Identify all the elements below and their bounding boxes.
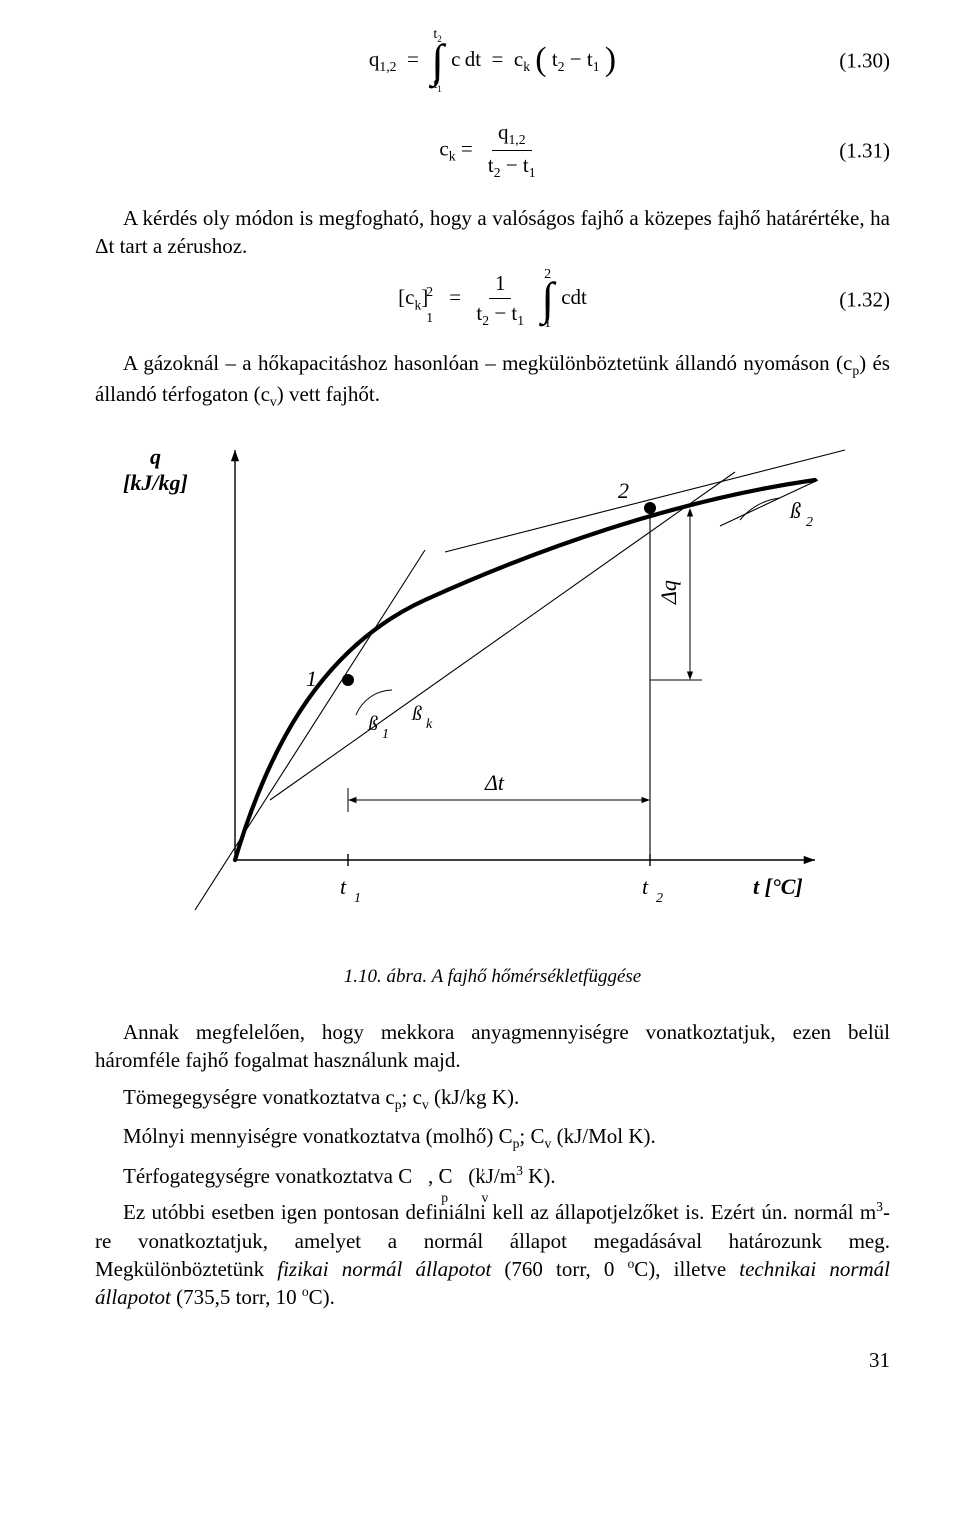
eq132-fraction: 1 t2 − t1 — [470, 271, 530, 329]
figure-svg: q[kJ/kg]12ß1ßkß2ΔtΔqt1t2t [°C] — [115, 430, 855, 940]
figure-caption: 1.10. ábra. A fajhő hőmérsékletfüggése — [95, 966, 890, 988]
svg-text:ß: ß — [789, 498, 801, 523]
svg-text:t: t — [642, 874, 649, 899]
eq132-number: (1.32) — [839, 287, 890, 312]
svg-text:1: 1 — [382, 727, 389, 742]
svg-text:1: 1 — [354, 891, 361, 906]
svg-text:Δt: Δt — [484, 770, 505, 795]
paragraph-1: A kérdés oly módon is megfogható, hogy a… — [95, 204, 890, 261]
svg-text:[kJ/kg]: [kJ/kg] — [123, 470, 188, 495]
eq130-qsub: 1,2 — [379, 59, 396, 74]
svg-text:2: 2 — [806, 515, 813, 530]
svg-text:2: 2 — [618, 478, 629, 503]
svg-text:ß: ß — [367, 713, 378, 735]
paragraph-4: Tömegegységre vonatkoztatva cp; cv (kJ/k… — [95, 1083, 890, 1115]
eq130-integral: t2 ∫ t1 — [431, 28, 444, 94]
equation-1-30: q1,2 = t2 ∫ t1 c dt = ck ( t2 − t1 ) (1.… — [95, 28, 890, 94]
svg-text:Δq: Δq — [656, 580, 681, 605]
paragraph-6: Térfogategységre vonatkoztatva C'p , C'v… — [95, 1162, 890, 1190]
svg-text:1: 1 — [306, 666, 317, 691]
svg-text:q: q — [150, 444, 161, 469]
svg-text:2: 2 — [656, 891, 663, 906]
svg-text:k: k — [426, 717, 433, 732]
figure-1-10: q[kJ/kg]12ß1ßkß2ΔtΔqt1t2t [°C] — [115, 430, 890, 946]
eq130-number: (1.30) — [839, 49, 890, 74]
eq131-fraction: q1,2 t2 − t1 — [482, 120, 542, 181]
paragraph-2: A gázoknál – a hőkapacitáshoz hasonlóan … — [95, 349, 890, 412]
equation-1-32: [ck]21 = 1 t2 − t1 2 ∫ 1 cdt (1.32) — [95, 268, 890, 331]
paragraph-3: Annak megfelelően, hogy mekkora anyagmen… — [95, 1018, 890, 1075]
eq130-q: q — [369, 47, 380, 71]
page-number: 31 — [95, 1348, 890, 1373]
svg-text:t [°C]: t [°C] — [753, 874, 803, 899]
equation-1-31: ck = q1,2 t2 − t1 (1.31) — [95, 120, 890, 181]
eq132-integral: 2 ∫ 1 — [541, 268, 554, 331]
svg-text:t: t — [340, 874, 347, 899]
paragraph-5: Mólnyi mennyiségre vonatkoztatva (molhő)… — [95, 1122, 890, 1154]
svg-text:ß: ß — [411, 703, 422, 725]
eq131-number: (1.31) — [839, 138, 890, 163]
paragraph-7: Ez utóbbi esetben igen pontosan definiál… — [95, 1198, 890, 1311]
